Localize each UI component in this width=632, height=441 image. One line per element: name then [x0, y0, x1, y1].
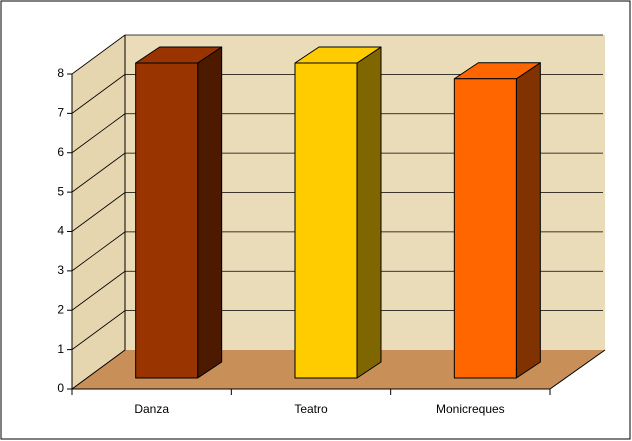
y-tick-label: 0: [57, 381, 64, 395]
grid-line: [71, 231, 126, 272]
y-tick-label: 5: [57, 184, 64, 198]
bar: [135, 62, 199, 379]
grid-line: [71, 310, 126, 350]
bar: [453, 78, 517, 379]
grid-line: [71, 152, 126, 193]
y-tick-label: 3: [57, 263, 64, 277]
bar-side: [356, 46, 382, 379]
x-tick-label: Danza: [134, 402, 169, 416]
y-tick-label: 2: [57, 302, 64, 316]
grid-line: [71, 113, 126, 154]
bar: [294, 62, 358, 379]
x-tick-label: Monicreques: [436, 402, 505, 416]
bar-side: [197, 46, 223, 379]
y-tick-label: 8: [57, 66, 64, 80]
y-tick-label: 6: [57, 145, 64, 159]
y-tick-label: 1: [57, 342, 64, 356]
grid-line: [71, 74, 126, 114]
grid-line: [71, 34, 126, 75]
floor-edge: [549, 349, 606, 390]
grid-line: [71, 270, 126, 311]
grid-line: [71, 192, 126, 232]
y-tick-label: 7: [57, 106, 64, 120]
x-tick-label: Teatro: [294, 402, 328, 416]
bar-side: [515, 62, 541, 379]
y-tick-label: 4: [57, 224, 64, 238]
wall-edge: [71, 35, 126, 390]
